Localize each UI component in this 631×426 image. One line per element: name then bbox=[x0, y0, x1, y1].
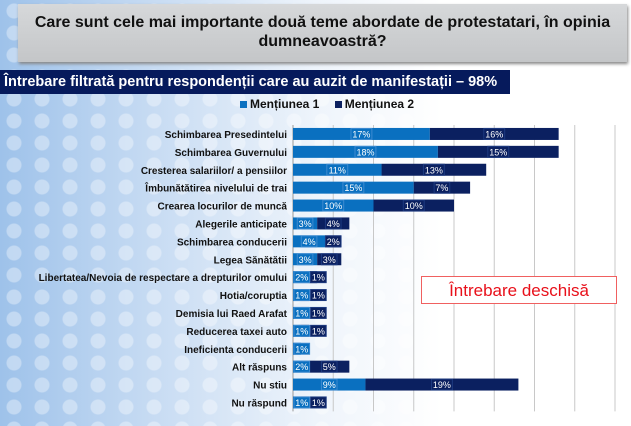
data-label-box bbox=[402, 199, 425, 212]
category-label: Schimbarea conducerii bbox=[177, 237, 287, 248]
data-label-box bbox=[320, 253, 338, 266]
data-label-box bbox=[342, 181, 365, 194]
category-label: Cresterea salariilor/ a pensiilor bbox=[141, 166, 287, 177]
category-label: Legea Sănătătii bbox=[214, 255, 288, 266]
legend-item-2: Mențiunea 2 bbox=[334, 97, 414, 111]
data-label-box bbox=[354, 145, 377, 158]
data-label: 3% bbox=[299, 219, 312, 229]
data-label: 1% bbox=[295, 398, 308, 408]
data-label-box bbox=[320, 360, 338, 373]
data-label: 19% bbox=[433, 380, 451, 390]
data-label-box bbox=[322, 199, 345, 212]
data-label-box bbox=[430, 378, 453, 391]
data-label: 3% bbox=[299, 255, 312, 265]
data-label: 18% bbox=[356, 147, 374, 157]
open-question-note: Întrebare deschisă bbox=[421, 276, 617, 304]
data-label: 13% bbox=[425, 165, 443, 175]
category-label: Îmbunătătirea nivelului de trai bbox=[144, 182, 287, 195]
data-label: 7% bbox=[435, 183, 448, 193]
data-label-box bbox=[324, 235, 342, 248]
data-label-box bbox=[293, 342, 311, 355]
data-label: 2% bbox=[295, 362, 308, 372]
data-label-box bbox=[310, 324, 327, 337]
subtitle-banner: Întrebare filtrată pentru respondenții c… bbox=[0, 70, 510, 94]
data-label: 4% bbox=[327, 219, 340, 229]
data-label: 2% bbox=[295, 273, 308, 283]
data-label-box bbox=[293, 360, 311, 373]
data-label-box bbox=[433, 181, 451, 194]
data-label: 1% bbox=[295, 344, 308, 354]
legend-item-1: Mențiunea 1 bbox=[240, 97, 319, 111]
data-label: 16% bbox=[485, 129, 503, 139]
data-label-box bbox=[326, 163, 349, 176]
data-label: 10% bbox=[324, 201, 342, 211]
data-label: 11% bbox=[329, 165, 346, 175]
data-label-box bbox=[310, 289, 327, 302]
category-label: Schimbarea Guvernului bbox=[175, 148, 287, 159]
data-label: 1% bbox=[312, 398, 325, 408]
data-label-box bbox=[293, 271, 311, 284]
data-label-box bbox=[310, 306, 327, 319]
category-label: Demisia lui Raed Arafat bbox=[176, 309, 288, 320]
data-label: 1% bbox=[295, 308, 308, 318]
legend: Mențiunea 1 Mențiunea 2 bbox=[240, 97, 426, 111]
data-label-box bbox=[483, 127, 506, 140]
data-label-box bbox=[422, 163, 445, 176]
data-label-box bbox=[310, 396, 327, 409]
data-label-box bbox=[293, 396, 311, 409]
data-label: 15% bbox=[344, 183, 362, 193]
category-label: Reducerea taxei auto bbox=[186, 327, 287, 338]
data-label: 15% bbox=[489, 147, 507, 157]
category-label: Alegerile anticipate bbox=[195, 219, 287, 230]
data-label: 4% bbox=[303, 237, 316, 247]
data-label: 10% bbox=[405, 201, 423, 211]
category-label: Nu răspund bbox=[231, 398, 287, 409]
data-label-box bbox=[293, 306, 311, 319]
data-label-box bbox=[296, 253, 314, 266]
data-label-box bbox=[293, 324, 311, 337]
data-label: 2% bbox=[327, 237, 340, 247]
data-label: 1% bbox=[312, 291, 325, 301]
data-label-box bbox=[487, 145, 510, 158]
data-label: 9% bbox=[323, 380, 336, 390]
data-label-box bbox=[350, 127, 373, 140]
data-label-box bbox=[293, 289, 311, 302]
data-label: 1% bbox=[312, 326, 325, 336]
data-label: 1% bbox=[312, 273, 325, 283]
data-label-box bbox=[300, 235, 318, 248]
category-label: Crearea locurilor de muncă bbox=[158, 202, 288, 213]
data-label-box bbox=[296, 217, 314, 230]
data-label: 1% bbox=[312, 308, 325, 318]
data-label: 1% bbox=[295, 291, 308, 301]
category-label: Ineficienta conducerii bbox=[184, 345, 287, 356]
page-title: Care sunt cele mai importante două teme … bbox=[18, 4, 627, 62]
category-label: Nu stiu bbox=[253, 381, 287, 392]
data-label: 17% bbox=[352, 129, 370, 139]
data-label-box bbox=[324, 217, 342, 230]
category-label: Schimbarea Presedintelui bbox=[165, 130, 287, 141]
category-label: Alt răspuns bbox=[232, 363, 287, 374]
data-label: 3% bbox=[323, 255, 336, 265]
data-label: 1% bbox=[295, 326, 308, 336]
data-label: 5% bbox=[323, 362, 336, 372]
data-label-box bbox=[310, 271, 327, 284]
data-label-box bbox=[320, 378, 338, 391]
category-label: Hotia/coruptia bbox=[220, 291, 288, 302]
category-label: Libertatea/Nevoia de respectare a dreptu… bbox=[39, 273, 288, 284]
